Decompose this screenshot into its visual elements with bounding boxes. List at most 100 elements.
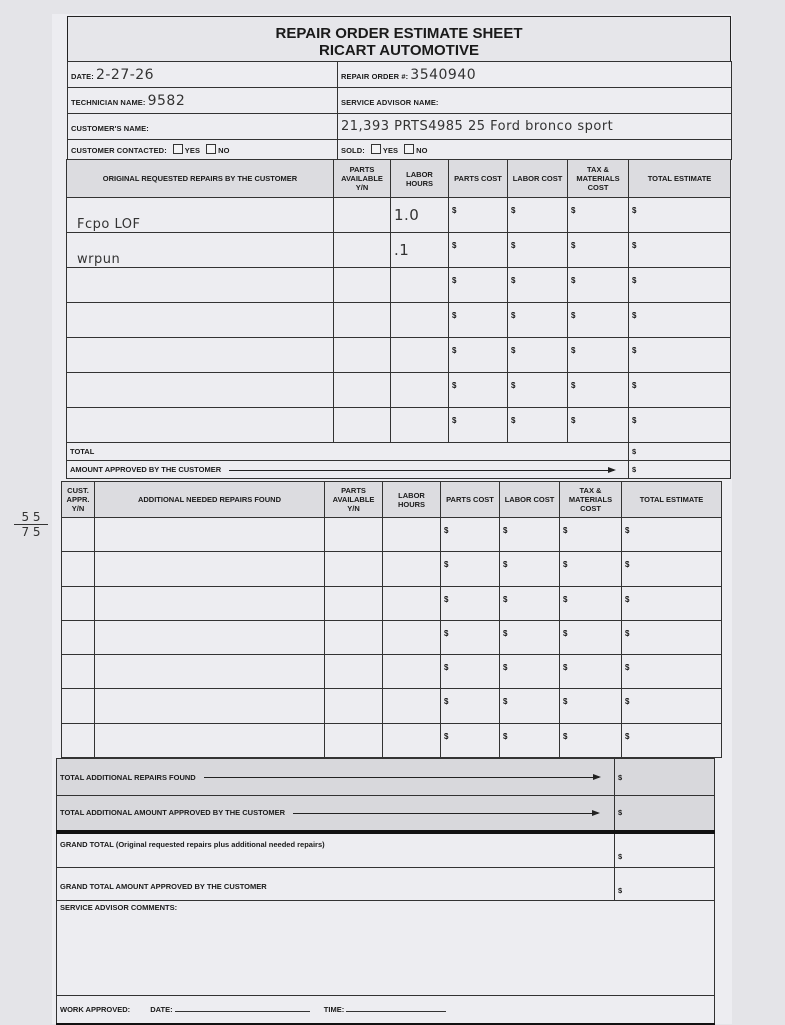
parts-available[interactable]: [333, 337, 391, 373]
labor-cost[interactable]: $: [499, 585, 560, 621]
parts-available[interactable]: [333, 372, 391, 408]
parts-cost[interactable]: $: [448, 302, 508, 338]
cust-approved[interactable]: [61, 688, 95, 724]
labor-cost[interactable]: $: [507, 197, 568, 233]
parts-available[interactable]: [324, 654, 383, 690]
additional-repair-description[interactable]: [94, 551, 325, 587]
additional-repair-description[interactable]: [94, 516, 325, 553]
parts-cost[interactable]: $: [448, 232, 508, 268]
parts-cost[interactable]: $: [440, 516, 500, 553]
tax-materials-cost[interactable]: $: [567, 302, 629, 338]
parts-cost[interactable]: $: [448, 197, 508, 233]
parts-cost[interactable]: $: [448, 372, 508, 408]
parts-available[interactable]: [333, 197, 391, 233]
parts-available[interactable]: [324, 722, 383, 759]
repair-description[interactable]: [66, 407, 334, 443]
total-estimate[interactable]: $: [621, 688, 722, 724]
total-estimate[interactable]: $: [628, 267, 731, 303]
total-estimate[interactable]: $: [628, 337, 731, 373]
tax-materials-cost[interactable]: $: [567, 267, 629, 303]
total-estimate[interactable]: $: [628, 372, 731, 408]
total-estimate[interactable]: $: [621, 654, 722, 690]
labor-hours[interactable]: [390, 267, 449, 303]
customer-name-field[interactable]: CUSTOMER'S NAME:: [67, 113, 338, 140]
total-estimate[interactable]: $: [621, 516, 722, 553]
labor-cost[interactable]: $: [507, 302, 568, 338]
labor-cost[interactable]: $: [507, 372, 568, 408]
total-value[interactable]: $: [628, 442, 731, 461]
labor-hours[interactable]: [390, 337, 449, 373]
technician-field[interactable]: TECHNICIAN NAME: 9582: [67, 87, 338, 114]
parts-available[interactable]: [324, 688, 383, 724]
tax-materials-cost[interactable]: $: [559, 551, 622, 587]
amount-approved-value[interactable]: $: [628, 460, 731, 479]
parts-cost[interactable]: $: [440, 688, 500, 724]
date-field[interactable]: DATE: 2-27-26: [67, 61, 338, 88]
additional-repair-description[interactable]: [94, 688, 325, 724]
service-advisor-field[interactable]: SERVICE ADVISOR NAME:: [337, 87, 732, 114]
labor-hours[interactable]: [382, 551, 441, 587]
total-estimate[interactable]: $: [628, 232, 731, 268]
total-estimate[interactable]: $: [628, 302, 731, 338]
labor-cost[interactable]: $: [499, 619, 560, 656]
tax-materials-cost[interactable]: $: [559, 654, 622, 690]
cust-approved[interactable]: [61, 619, 95, 656]
labor-cost[interactable]: $: [499, 551, 560, 587]
total-estimate[interactable]: $: [621, 619, 722, 656]
labor-cost[interactable]: $: [507, 407, 568, 443]
repair-order-field[interactable]: REPAIR ORDER #: 3540940: [337, 61, 732, 88]
labor-hours[interactable]: [382, 722, 441, 759]
labor-hours[interactable]: [382, 619, 441, 656]
parts-cost[interactable]: $: [440, 551, 500, 587]
parts-available[interactable]: [324, 585, 383, 621]
cust-approved[interactable]: [61, 722, 95, 759]
parts-cost[interactable]: $: [448, 337, 508, 373]
labor-hours[interactable]: 1.0: [390, 197, 449, 233]
parts-available[interactable]: [333, 267, 391, 303]
parts-available[interactable]: [324, 516, 383, 553]
parts-cost[interactable]: $: [448, 267, 508, 303]
labor-cost[interactable]: $: [499, 688, 560, 724]
work-approved-date-input[interactable]: [174, 1010, 310, 1012]
additional-repair-description[interactable]: [94, 654, 325, 690]
cust-approved[interactable]: [61, 551, 95, 587]
parts-cost[interactable]: $: [440, 722, 500, 759]
tax-materials-cost[interactable]: $: [559, 585, 622, 621]
grand-total-value[interactable]: $: [614, 831, 715, 868]
tax-materials-cost[interactable]: $: [567, 232, 629, 268]
labor-hours[interactable]: [382, 585, 441, 621]
tax-materials-cost[interactable]: $: [559, 619, 622, 656]
repair-description[interactable]: [66, 337, 334, 373]
labor-hours[interactable]: [390, 372, 449, 408]
parts-cost[interactable]: $: [440, 654, 500, 690]
labor-hours[interactable]: [390, 407, 449, 443]
labor-hours[interactable]: [382, 654, 441, 690]
repair-description[interactable]: wrpun: [66, 232, 334, 268]
tax-materials-cost[interactable]: $: [559, 688, 622, 724]
labor-cost[interactable]: $: [499, 516, 560, 553]
tax-materials-cost[interactable]: $: [559, 722, 622, 759]
vehicle-note-field[interactable]: 21,393 PRTS4985 25 Ford bronco sport: [337, 113, 732, 140]
cust-approved[interactable]: [61, 654, 95, 690]
tax-materials-cost[interactable]: $: [559, 516, 622, 553]
tax-materials-cost[interactable]: $: [567, 372, 629, 408]
labor-cost[interactable]: $: [507, 337, 568, 373]
labor-cost[interactable]: $: [507, 232, 568, 268]
additional-repair-description[interactable]: [94, 619, 325, 656]
sold-yes-checkbox[interactable]: [370, 144, 381, 154]
additional-repair-description[interactable]: [94, 722, 325, 759]
parts-available[interactable]: [333, 407, 391, 443]
labor-cost[interactable]: $: [499, 722, 560, 759]
repair-description[interactable]: [66, 267, 334, 303]
total-estimate[interactable]: $: [621, 722, 722, 759]
parts-available[interactable]: [324, 619, 383, 656]
labor-hours[interactable]: .1: [390, 232, 449, 268]
parts-available[interactable]: [333, 232, 391, 268]
tax-materials-cost[interactable]: $: [567, 407, 629, 443]
tax-materials-cost[interactable]: $: [567, 337, 629, 373]
grand-total-approved-value[interactable]: $: [614, 867, 715, 901]
parts-cost[interactable]: $: [448, 407, 508, 443]
service-advisor-comments[interactable]: SERVICE ADVISOR COMMENTS:: [56, 900, 715, 996]
labor-cost[interactable]: $: [499, 654, 560, 690]
total-additional-approved-value[interactable]: $: [614, 795, 715, 834]
